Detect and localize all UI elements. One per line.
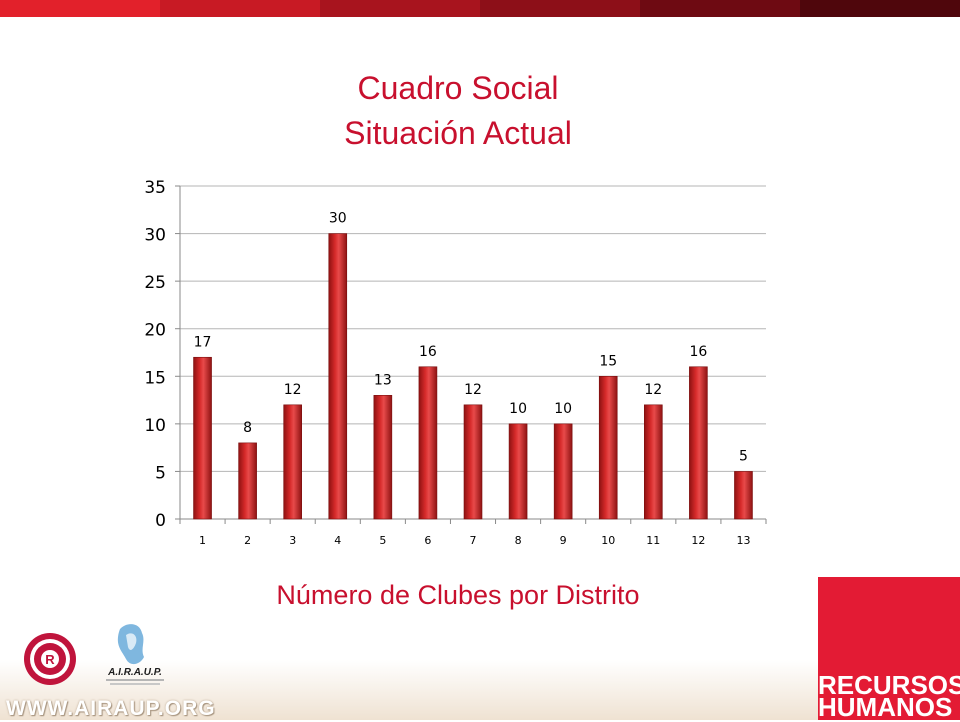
airaup-logo: A.I.R.A.U.P.	[106, 624, 164, 685]
x-tick-label: 6	[424, 534, 431, 547]
x-tick-label: 10	[601, 534, 615, 547]
data-label: 15	[599, 353, 617, 369]
svg-text:R: R	[45, 652, 55, 667]
recursos-text: RECURSOS	[818, 670, 960, 700]
bar	[689, 366, 708, 520]
bar	[328, 233, 348, 520]
x-tick-label: 7	[470, 534, 477, 547]
y-tick-label: 15	[144, 368, 166, 388]
bar	[553, 423, 573, 520]
y-tick-label: 0	[155, 511, 166, 531]
data-label: 10	[554, 401, 572, 417]
data-label: 13	[374, 372, 392, 388]
chart-subtitle: Número de Clubes por Distrito	[276, 580, 640, 610]
recursos-humanos-block	[818, 577, 960, 720]
x-tick-label: 12	[691, 534, 705, 547]
bar	[508, 423, 528, 520]
bar	[598, 375, 618, 520]
data-label: 16	[419, 344, 437, 360]
bar	[463, 404, 483, 520]
x-tick-label: 9	[560, 534, 567, 547]
x-tick-label: 3	[289, 534, 296, 547]
bar	[734, 471, 753, 520]
y-tick-label: 35	[144, 178, 166, 198]
airaup-logo-text: A.I.R.A.U.P.	[107, 667, 162, 678]
x-tick-label: 4	[334, 534, 341, 547]
humanos-text: HUMANOS	[818, 692, 953, 722]
x-tick-label: 1	[199, 534, 206, 547]
x-tick-label: 2	[244, 534, 251, 547]
bottom-band	[0, 660, 960, 720]
chart-title-line-1: Cuadro Social	[357, 70, 559, 106]
chart-title-line-2: Situación Actual	[344, 115, 572, 151]
data-labels: 17 8 12 30 13 16 12 10 10 15 12 16 5	[194, 211, 748, 465]
website-url[interactable]: WWW.AIRAUP.ORG	[6, 697, 216, 720]
bar	[283, 404, 302, 520]
recursos-humanos-label: RECURSOS HUMANOS	[818, 670, 960, 722]
data-label: 12	[284, 382, 302, 398]
x-tick-label: 5	[379, 534, 386, 547]
data-label: 10	[509, 401, 527, 417]
y-tick-label: 5	[155, 463, 166, 483]
data-label: 12	[464, 382, 482, 398]
data-label: 30	[329, 211, 347, 227]
y-tick-label: 20	[144, 321, 166, 341]
x-tick-label: 13	[736, 534, 750, 547]
x-tick-label: 8	[515, 534, 522, 547]
y-tick-label: 10	[144, 416, 166, 436]
bar	[193, 356, 212, 520]
bar	[238, 442, 257, 520]
data-label: 12	[644, 382, 662, 398]
rotaract-logo: R	[24, 633, 76, 685]
bar	[644, 404, 663, 520]
bar	[418, 366, 438, 520]
y-tick-label: 25	[144, 273, 166, 293]
x-tick-label: 11	[646, 534, 660, 547]
data-label: 8	[243, 420, 252, 436]
data-label: 17	[194, 334, 212, 350]
top-decorative-bar	[0, 0, 960, 17]
data-label: 16	[689, 344, 707, 360]
bar	[373, 395, 393, 520]
data-label: 5	[739, 448, 748, 464]
bars	[193, 233, 753, 520]
y-tick-label: 30	[144, 226, 166, 246]
